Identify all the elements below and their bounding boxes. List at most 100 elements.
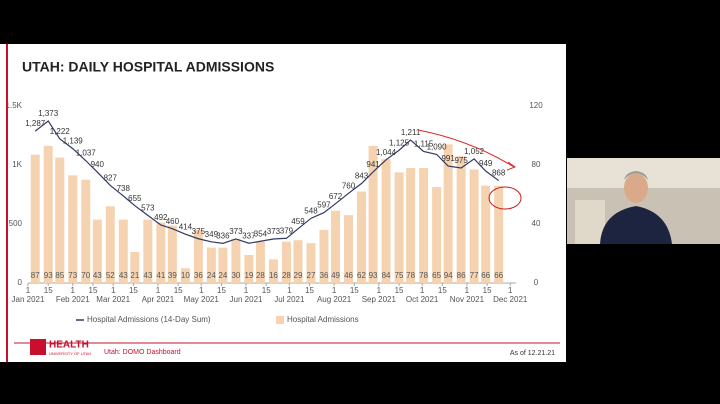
logo-mark: [30, 339, 46, 355]
line-value-label: 1,287: [25, 119, 46, 128]
line-value-label: 843: [355, 172, 369, 181]
bar: [55, 157, 65, 283]
bar: [381, 159, 391, 283]
bar-value-label: 43: [93, 271, 102, 280]
line-value-label: 548: [304, 206, 318, 215]
line-value-label: 1,052: [464, 147, 485, 156]
annotation-arrowhead: [506, 161, 517, 171]
line-value-label: 940: [91, 160, 105, 169]
bar: [255, 241, 265, 283]
bar: [331, 210, 341, 283]
bar-value-label: 28: [256, 271, 265, 280]
bar-value-label: 39: [168, 271, 177, 280]
line-value-label: 738: [117, 184, 131, 193]
x-tick-label: 1: [508, 286, 513, 295]
line-value-label: 949: [479, 159, 493, 168]
bar: [281, 241, 291, 283]
bar-value-label: 10: [181, 271, 190, 280]
video-person-hair: [624, 171, 648, 180]
bar: [368, 145, 378, 283]
y-tick-label: 1.5K: [6, 101, 23, 110]
x-month-label: May 2021: [184, 295, 220, 304]
x-tick-label: 15: [305, 286, 314, 295]
bar-value-label: 43: [143, 271, 152, 280]
bar-value-label: 62: [357, 271, 366, 280]
bar: [43, 145, 53, 283]
x-month-label: Sep 2021: [362, 295, 397, 304]
x-month-label: Jul 2021: [274, 295, 305, 304]
bar: [206, 247, 216, 283]
x-tick-label: 1: [71, 286, 76, 295]
x-tick-label: 1: [111, 286, 116, 295]
bar: [30, 154, 40, 283]
line-value-label: 827: [104, 174, 118, 183]
line-value-label: 1,222: [50, 127, 71, 136]
x-tick-label: 15: [395, 286, 404, 295]
line-value-label: 1,211: [401, 128, 421, 137]
bar-value-label: 21: [130, 271, 139, 280]
x-month-label: Nov 2021: [450, 295, 485, 304]
y2-tick-label: 0: [534, 278, 539, 287]
x-month-label: Aug 2021: [317, 295, 352, 304]
video-chair: [575, 200, 605, 244]
bar: [130, 252, 140, 283]
bar-value-label: 28: [282, 271, 291, 280]
x-tick-label: 1: [377, 286, 382, 295]
x-month-label: Mar 2021: [96, 295, 130, 304]
legend-label: Hospital Admissions (14-Day Sum): [87, 315, 211, 324]
x-tick-label: 15: [217, 286, 226, 295]
annotation-circle: [488, 186, 522, 210]
bar: [105, 206, 115, 283]
line-value-label: 492: [154, 213, 168, 222]
x-month-label: Feb 2021: [56, 295, 90, 304]
bar-value-label: 43: [119, 271, 128, 280]
footer-source: Utah: DOMO Dashboard: [104, 349, 181, 356]
line-value-label: 760: [342, 181, 356, 190]
bar: [118, 219, 128, 283]
bar-value-label: 75: [395, 271, 404, 280]
line-value-label: 459: [291, 217, 305, 226]
bar-value-label: 78: [406, 271, 415, 280]
bar-value-label: 36: [194, 271, 203, 280]
bar-value-label: 29: [294, 271, 303, 280]
bar: [306, 243, 316, 283]
x-tick-label: 1: [244, 286, 249, 295]
video-person-head: [624, 173, 648, 203]
video-person-body: [600, 206, 672, 244]
bar: [481, 185, 491, 283]
plot: 0 500 1K 1.5K 0 40 80 120 1 15 1 15 1 15 1 15 1 15 1 15 1 15 1…: [6, 101, 544, 324]
y2-tick-label: 40: [532, 219, 541, 228]
x-tick-label: 1: [156, 286, 161, 295]
bar-value-label: 78: [419, 271, 428, 280]
bar: [443, 144, 453, 283]
bar-value-label: 84: [382, 271, 391, 280]
line-value-label: 414: [179, 222, 193, 231]
line-value-label: 597: [317, 201, 331, 210]
line-value-label: 868: [492, 169, 506, 178]
y-tick-label: 1K: [12, 160, 22, 169]
line-value-label: 1,125: [389, 138, 410, 147]
x-tick-label: 15: [174, 286, 183, 295]
bar-value-label: 24: [218, 271, 227, 280]
y-tick-label: 0: [18, 278, 23, 287]
bar: [494, 185, 504, 283]
bar: [319, 229, 329, 283]
line-value-label: 1,139: [63, 137, 84, 146]
bar-value-label: 77: [470, 271, 479, 280]
x-tick-label: 1: [199, 286, 204, 295]
bar: [180, 268, 190, 283]
y-tick-label: 500: [9, 219, 23, 228]
line-value-label: 672: [329, 192, 343, 201]
bar: [456, 156, 466, 283]
bar: [344, 215, 354, 283]
line-value-label: 375: [192, 227, 206, 236]
bar-value-label: 36: [320, 271, 329, 280]
bar: [419, 167, 429, 283]
bar: [81, 179, 91, 283]
line-value-label: 975: [454, 156, 468, 165]
line-value-label: 373: [267, 227, 281, 236]
x-month-label: Apr 2021: [142, 295, 175, 304]
bar-value-label: 66: [494, 271, 503, 280]
line-value-label: 1,115: [414, 140, 434, 149]
